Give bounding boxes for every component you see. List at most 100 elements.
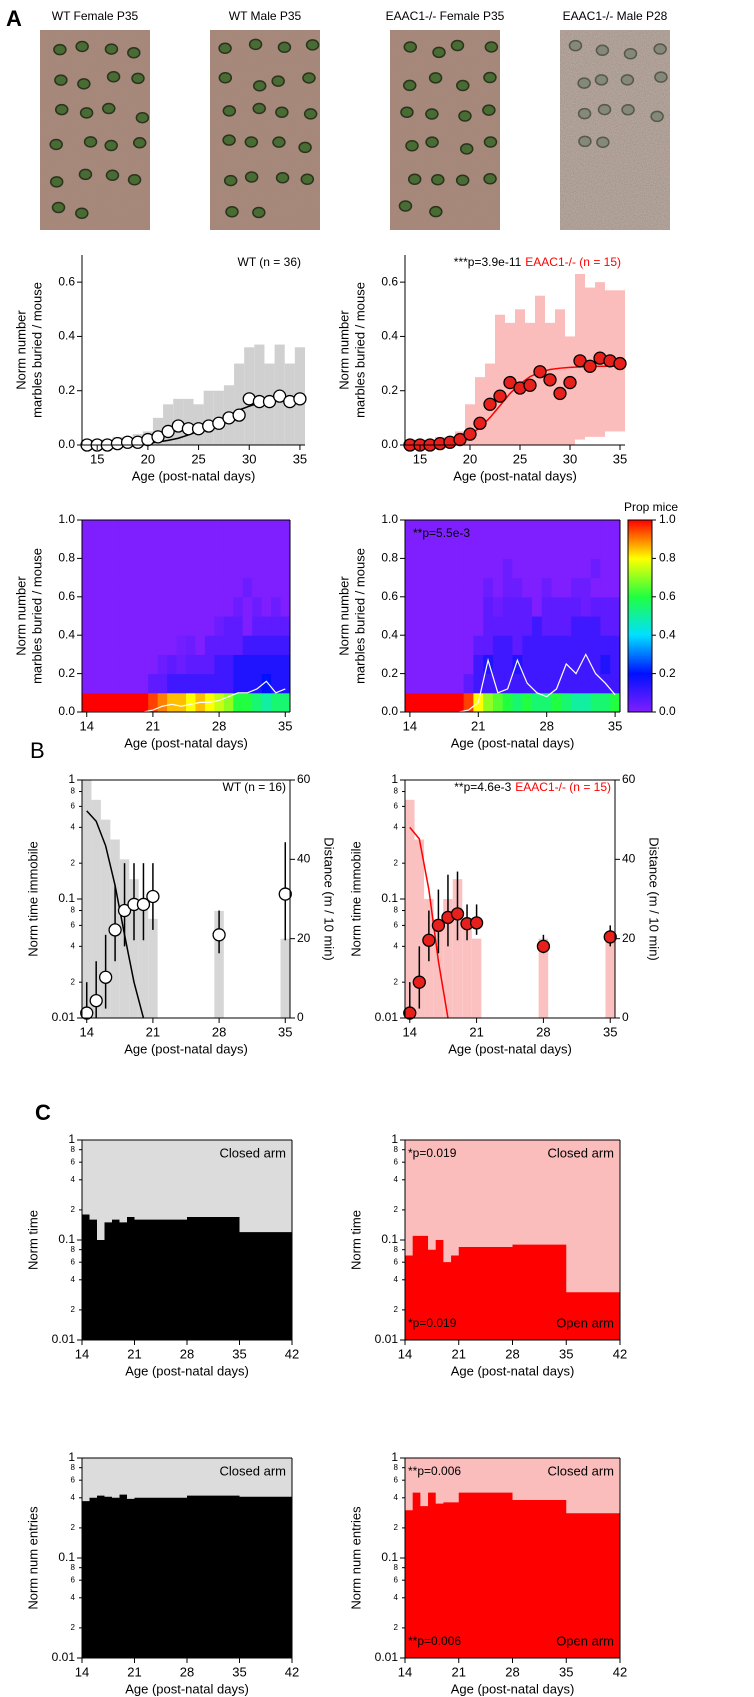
heat-cell [424,635,435,655]
heat-cell [600,558,611,579]
heat-cell [157,539,168,559]
heat-cell [82,673,92,694]
heat-cell [119,596,130,617]
heat-cell [414,692,426,712]
data-point [98,970,113,984]
heat-cell [91,596,102,617]
heat-cell [483,692,494,712]
photo-texture [560,30,670,230]
range-bar [475,377,485,445]
y-tick-label: 2 [71,858,76,867]
heat-cell [414,539,426,559]
marble [578,135,592,148]
heat-cell [129,635,140,655]
y-axis-label: Norm time immobile [25,841,40,957]
heat-cell [600,577,611,598]
y-tick-label: 0.0 [381,704,398,718]
y-tick-label: 0.1 [58,891,75,905]
heat-cell [204,539,215,559]
heat-cell [551,558,562,579]
heat-cell [424,596,435,617]
x-tick-label: 25 [513,451,527,466]
heat-cell [571,616,582,636]
x-tick-label: 14 [75,1664,89,1679]
heat-cell [453,692,465,712]
heat-cell [82,539,92,559]
heat-cell [271,596,282,617]
x-tick-label: 35 [559,1346,573,1361]
heat-cell [148,673,159,694]
y-tick-label: 4 [394,1593,399,1602]
heat-cell [186,577,196,598]
heat-cell [561,558,572,579]
plot-area [82,1140,292,1340]
heat-cell [424,520,435,540]
heat-cell [110,616,121,636]
heat-cell [463,596,474,617]
heat-cell [129,558,140,579]
y-tick-label: 0.01 [52,1650,76,1664]
heat-cell [138,616,149,636]
annotation: *p=0.019 [408,1146,457,1160]
data-point [212,928,226,942]
marble [431,173,445,186]
x-axis-label: Age (post-natal days) [451,735,575,750]
heat-cell [600,520,611,540]
y-axis-label: Norm time immobile [348,841,363,957]
heat-cell [186,692,196,712]
heat-cell [157,673,168,694]
photo-texture [40,30,150,230]
heat-cell [204,673,215,694]
y-tick-label: 2 [394,1305,399,1314]
y-tick-label: 4 [394,1175,399,1184]
heat-cell [580,692,592,712]
heat-cell [195,673,206,694]
y-tick-label: 1 [391,772,398,786]
data-point [493,389,507,403]
heat-cell [561,596,572,617]
heat-cell [223,616,234,636]
chart-title: ***p=3.9e-11 EAAC1-/- (n = 15) [454,255,621,269]
heat-cell [590,539,601,559]
heat-cell [233,596,244,617]
heat-cell [261,673,272,694]
heat-cell [590,654,601,675]
data-point [523,378,537,392]
heat-cell [186,539,196,559]
heat-cell [129,616,140,636]
plot-area [405,274,625,445]
heat-cell [522,596,533,617]
y-tick-label: 1 [391,1132,398,1146]
heat-cell [571,654,582,675]
marble [54,74,68,86]
heat-cell [434,577,445,598]
heat-cell [610,635,620,655]
heat-cell [138,577,149,598]
heat-cell [242,635,253,655]
heat-cell [261,596,272,617]
heat-cell [100,558,111,579]
marble [458,110,472,122]
heat-cell [167,539,178,559]
heat-cell [110,558,121,579]
heat-cell [214,558,225,579]
colorbar-tick-label: 1.0 [659,512,676,526]
marble [223,174,238,187]
data-point [583,359,597,373]
plot-area [82,520,290,712]
data-point [603,930,617,944]
marble [300,173,315,186]
heat-cell [473,577,484,598]
x-tick-label: 21 [471,718,485,733]
heat-cell [280,635,290,655]
x-tick-label: 30 [242,451,256,466]
y-tick-label: 4 [394,1275,399,1284]
heat-cell [242,654,253,675]
heat-cell [100,692,111,712]
y-tick-label: 2 [71,1305,76,1314]
heat-cell [590,616,601,636]
heat-cell [271,654,282,675]
panel: 0.0 0.2 0.4 0.6 15 20 25 30 35 Age (post-natal da… [13,255,307,483]
marble [407,173,422,186]
heat-cell [541,692,553,712]
